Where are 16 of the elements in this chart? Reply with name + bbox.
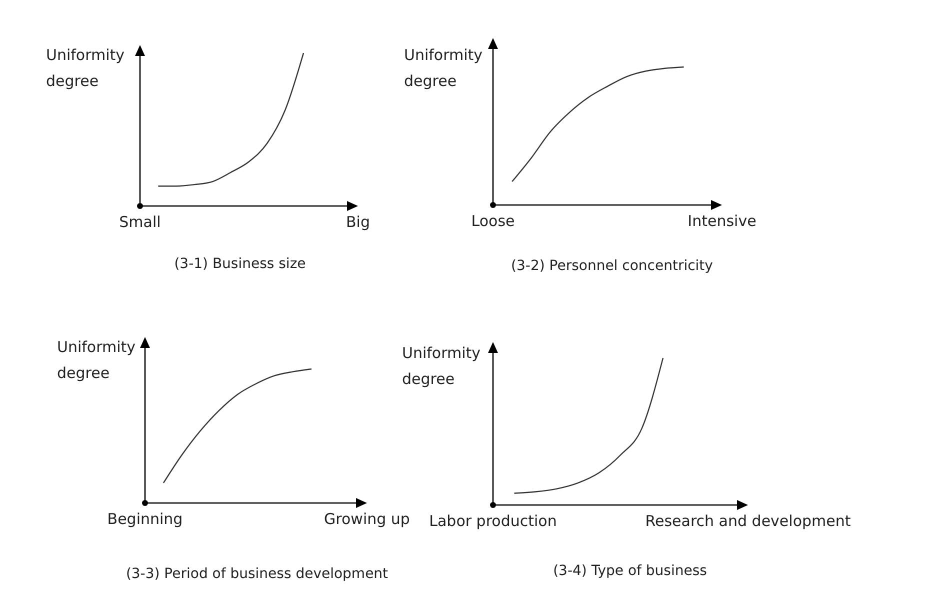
y-axis-title: Uniformity degree: [46, 46, 125, 90]
y-axis-title: Uniformity degree: [404, 46, 483, 90]
y-axis-title: Uniformity degree: [57, 338, 136, 382]
x-tick-label: Beginning: [107, 510, 183, 528]
y-axis-title: Uniformity degree: [402, 344, 481, 388]
x-tick-label: Labor production: [429, 512, 557, 530]
text: (3-4) Type of business: [553, 563, 707, 579]
x-tick-label: Small: [119, 213, 161, 231]
x-tick-label: Intensive: [688, 212, 756, 230]
x-tick-label: Growing up: [324, 510, 410, 528]
x-tick-label: Big: [346, 213, 370, 231]
x-tick-label: Research and development: [645, 512, 851, 530]
text: (3-2) Personnel concentricity: [511, 258, 713, 274]
text: (3-3) Period of business development: [126, 566, 389, 582]
text: (3-1) Business size: [174, 256, 306, 272]
x-tick-label: Loose: [471, 212, 515, 230]
